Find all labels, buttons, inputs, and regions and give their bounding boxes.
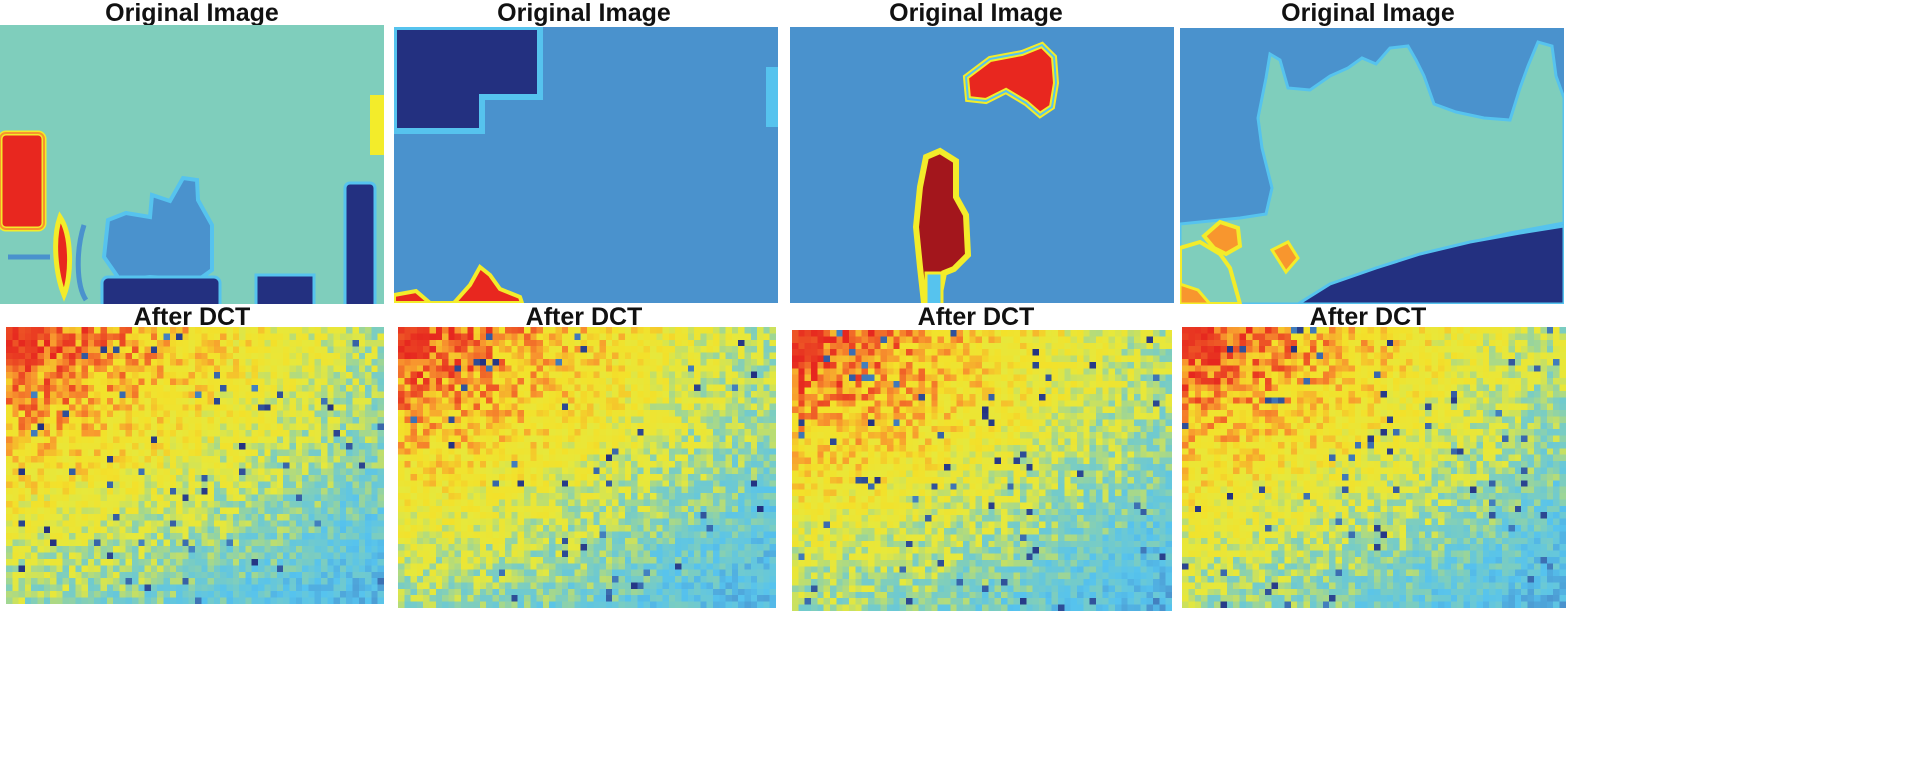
- after-dct-title-2: After DCT: [525, 303, 643, 331]
- after-dct-title-3: After DCT: [917, 303, 1035, 331]
- original-image-title-4: Original Image: [1281, 0, 1455, 27]
- original-image-title-2: Original Image: [497, 0, 671, 27]
- after-dct-title-4: After DCT: [1309, 303, 1427, 331]
- original-image-3: [790, 27, 1174, 303]
- original-image-title-1: Original Image: [105, 0, 279, 27]
- original-image-2: [394, 27, 778, 303]
- dct-heatmap-4: [1182, 327, 1566, 608]
- original-image-title-3: Original Image: [889, 0, 1063, 27]
- dct-heatmap-1: [6, 327, 384, 604]
- original-image-1: [0, 25, 384, 304]
- dct-heatmap-2: [398, 327, 776, 608]
- dct-heatmap-3: [792, 330, 1172, 611]
- original-image-4: [1180, 28, 1564, 304]
- after-dct-title-1: After DCT: [133, 303, 251, 331]
